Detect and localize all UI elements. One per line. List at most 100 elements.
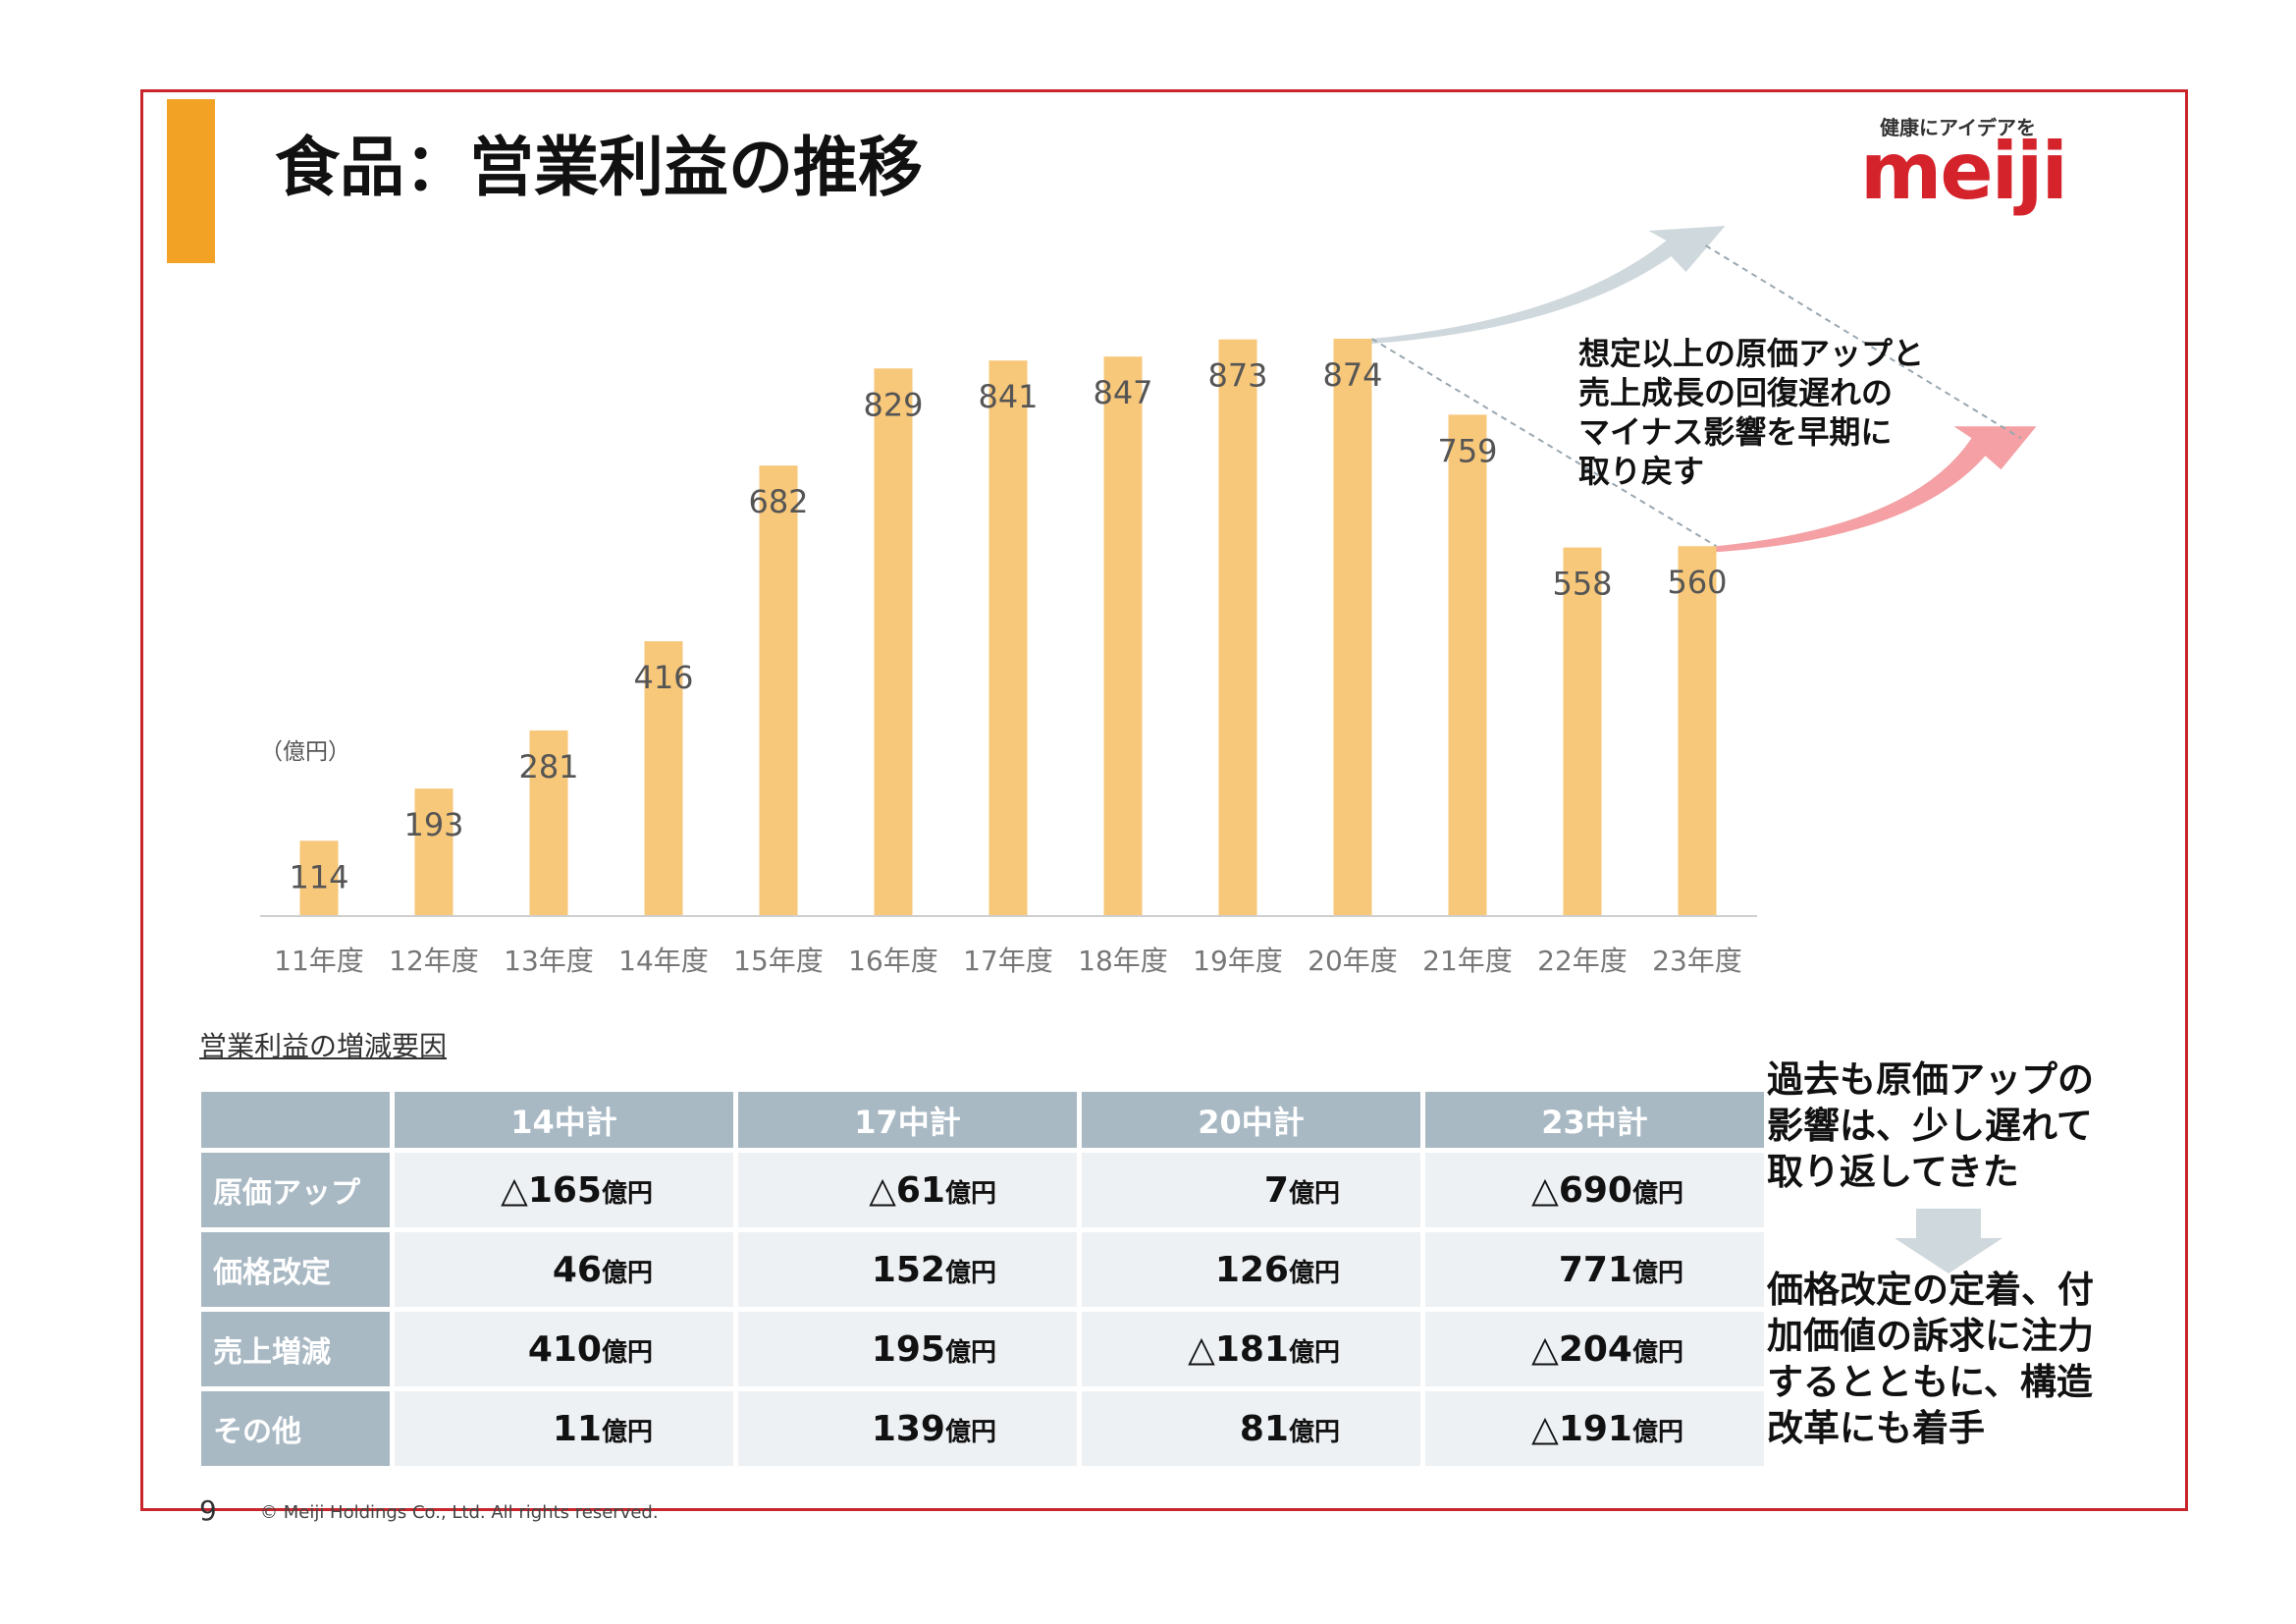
cell-unit: 億円: [1631, 1258, 1683, 1288]
category-label: 22年度: [1537, 945, 1628, 977]
cell-unit: 億円: [1631, 1337, 1683, 1368]
value-label: 558: [1552, 566, 1612, 603]
cell-value: 126: [1214, 1249, 1289, 1290]
bar-17年度: [988, 360, 1028, 916]
page-number: 9: [199, 1494, 217, 1527]
table-cell: △690億円: [1425, 1153, 1764, 1227]
value-label: 560: [1667, 564, 1727, 601]
table-cell: 195億円: [738, 1312, 1077, 1386]
bar-23年度: [1678, 546, 1717, 916]
table-cell: 152億円: [738, 1232, 1077, 1307]
copyright: © Meiji Holdings Co., Ltd. All rights re…: [260, 1502, 659, 1523]
category-label: 17年度: [963, 945, 1053, 977]
cell-value: 139: [871, 1408, 945, 1449]
red-trend-arrow-icon: [1716, 426, 2037, 553]
bar-15年度: [759, 465, 798, 916]
row-header: その他: [201, 1391, 390, 1466]
cell-value: △181: [1188, 1328, 1289, 1370]
bar-19年度: [1218, 339, 1257, 917]
down-arrow-icon: [1895, 1209, 2002, 1273]
bar-16年度: [874, 368, 913, 916]
cell-value: 410: [527, 1328, 602, 1370]
table-cell: 410億円: [395, 1312, 733, 1386]
callout-text: 想定以上の原価アップと 売上成長の回復遅れの マイナス影響を早期に 取り戻す: [1578, 335, 1925, 490]
row-header: 売上増減: [201, 1312, 390, 1386]
bar-13年度: [529, 730, 568, 916]
profit-factors-table: 14中計 17中計 20中計 23中計 原価アップ △165億円 △61億円 7億円 △…: [196, 1087, 1769, 1471]
table-cell: 46億円: [395, 1232, 733, 1307]
bar-18年度: [1103, 356, 1143, 916]
cell-value: 771: [1558, 1249, 1632, 1290]
page-title: 食品：営業利益の推移: [275, 130, 923, 205]
table-cell: △165億円: [395, 1153, 733, 1227]
dashed-guide-line: [1370, 338, 1718, 548]
category-label: 20年度: [1308, 945, 1398, 977]
cell-value: 11: [552, 1408, 602, 1449]
cell-unit: 億円: [944, 1337, 996, 1368]
table-cell: 11億円: [395, 1391, 733, 1466]
value-label: 193: [403, 806, 463, 843]
cell-unit: 億円: [1288, 1337, 1340, 1368]
slide-frame: [140, 89, 2188, 1511]
value-label: 847: [1093, 374, 1152, 411]
cell-value: △690: [1531, 1169, 1632, 1211]
chart-unit-label: （億円）: [260, 739, 350, 765]
value-label: 682: [748, 483, 808, 520]
cell-unit: 億円: [1288, 1258, 1340, 1288]
value-label: 759: [1437, 432, 1497, 469]
table-cell: △204億円: [1425, 1312, 1764, 1386]
cell-unit: 億円: [1631, 1178, 1683, 1209]
value-label: 281: [518, 748, 578, 785]
cell-unit: 億円: [1288, 1417, 1340, 1447]
bar-11年度: [299, 840, 339, 916]
cell-value: 46: [552, 1249, 602, 1290]
table-cell: 771億円: [1425, 1232, 1764, 1307]
value-label: 874: [1322, 356, 1382, 394]
cell-value: 152: [871, 1249, 945, 1290]
value-label: 841: [978, 378, 1038, 415]
table-header-row: 14中計 17中計 20中計 23中計: [201, 1092, 1764, 1148]
cell-unit: 億円: [944, 1258, 996, 1288]
category-label: 23年度: [1652, 945, 1742, 977]
row-header: 価格改定: [201, 1232, 390, 1307]
trend-arrows: [1370, 226, 2037, 553]
category-label: 21年度: [1422, 945, 1513, 977]
cell-value: 195: [871, 1328, 945, 1370]
table-cell: 126億円: [1082, 1232, 1420, 1307]
bar-20年度: [1333, 339, 1372, 916]
table-row: 価格改定 46億円 152億円 126億円 771億円: [201, 1232, 1764, 1307]
category-label: 16年度: [848, 945, 938, 977]
category-label: 11年度: [274, 945, 364, 977]
table-caption: 営業利益の増減要因: [199, 1030, 448, 1062]
bar-21年度: [1448, 414, 1487, 916]
column-header: 17中計: [738, 1092, 1077, 1148]
value-label: 114: [289, 858, 348, 895]
cell-value: △191: [1531, 1408, 1632, 1449]
category-label: 14年度: [618, 945, 709, 977]
logo-tagline: 健康にアイデアを: [1880, 116, 2036, 139]
cell-unit: 億円: [1288, 1178, 1340, 1209]
table-corner-cell: [201, 1092, 390, 1148]
cell-value: △165: [501, 1169, 602, 1211]
row-header: 原価アップ: [201, 1153, 390, 1227]
bar-22年度: [1563, 547, 1602, 916]
table-cell: 81億円: [1082, 1391, 1420, 1466]
side-note-past: 過去も原価アップの 影響は、少し遅れて 取り返してきた: [1767, 1058, 2094, 1193]
column-header: 14中計: [395, 1092, 733, 1148]
table-cell: △191億円: [1425, 1391, 1764, 1466]
category-label: 13年度: [504, 945, 594, 977]
value-label: 829: [863, 386, 923, 423]
column-header: 20中計: [1082, 1092, 1420, 1148]
table-cell: 139億円: [738, 1391, 1077, 1466]
column-header: 23中計: [1425, 1092, 1764, 1148]
side-note-actions: 価格改定の定着、付 加価値の訴求に注力 するとともに、構造 改革にも着手: [1767, 1269, 2094, 1449]
value-label: 416: [633, 659, 693, 696]
cell-value: 7: [1263, 1169, 1289, 1211]
cell-value: △61: [869, 1169, 945, 1211]
table-cell: △181億円: [1082, 1312, 1420, 1386]
category-label: 19年度: [1193, 945, 1283, 977]
cell-value: 81: [1239, 1408, 1289, 1449]
table-row: その他 11億円 139億円 81億円 △191億円: [201, 1391, 1764, 1466]
cell-unit: 億円: [601, 1337, 653, 1368]
